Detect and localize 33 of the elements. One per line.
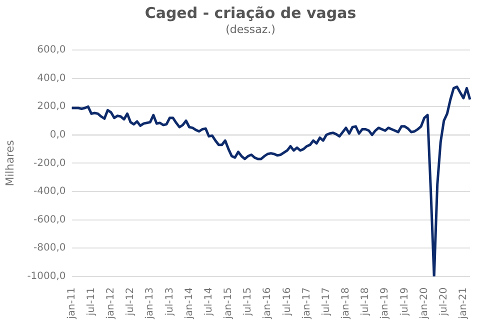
chart-subtitle: (dessaz.) — [224, 23, 276, 36]
y-tick-label: -1000,0 — [27, 271, 66, 282]
x-tick-label: jul-20 — [438, 287, 450, 317]
y-tick-label: -600,0 — [34, 214, 66, 226]
y-axis-title: Milhares — [3, 140, 16, 186]
chart-title: Caged - criação de vagas — [144, 4, 358, 22]
y-tick-label: 200,0 — [37, 101, 66, 112]
x-tick-label: jul-13 — [164, 287, 176, 317]
x-tick-label: jan-17 — [301, 287, 312, 320]
x-tick-label: jul-16 — [282, 287, 293, 317]
y-tick-label: 600,0 — [37, 44, 66, 56]
y-tick-label: -800,0 — [34, 242, 66, 254]
x-tick-label: jan-12 — [106, 287, 117, 320]
x-tick-label: jan-19 — [380, 287, 391, 320]
x-tick-label: jan-16 — [262, 287, 274, 320]
x-tick-label: jan-14 — [184, 287, 195, 320]
x-tick-label: jul-17 — [320, 287, 332, 317]
x-tick-label: jul-18 — [360, 287, 372, 317]
x-tick-label: jan-13 — [144, 287, 156, 320]
x-tick-label: jul-15 — [242, 287, 254, 317]
x-tick-label: jan-18 — [340, 287, 352, 320]
x-tick-label: jul-14 — [203, 287, 214, 317]
x-tick-label: jan-15 — [223, 287, 234, 320]
x-tick-label: jan-20 — [418, 287, 430, 320]
y-tick-label: -400,0 — [34, 186, 66, 198]
x-tick-label: jul-11 — [86, 287, 97, 317]
x-tick-label: jan-11 — [66, 287, 78, 320]
y-tick-label: -200,0 — [34, 158, 66, 169]
x-tick-label: jan-21 — [458, 287, 470, 320]
x-tick-label: jul-19 — [399, 287, 410, 317]
y-tick-label: 0,0 — [50, 130, 66, 140]
x-tick-label: jul-12 — [125, 287, 136, 317]
y-tick-label: 400,0 — [37, 72, 66, 84]
